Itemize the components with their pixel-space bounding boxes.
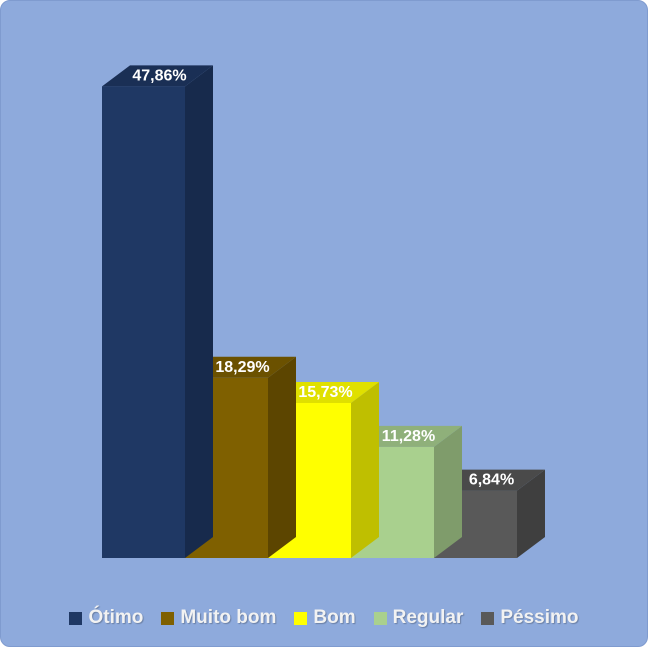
legend-label: Regular [392,607,464,628]
bar-top [102,65,213,87]
chart-data-labels: 6,84% 11,28% 15,73% 18,29% 47,86% [132,67,514,488]
chart-bars [102,65,545,559]
legend-label: Péssimo [500,607,579,628]
data-label: 47,86% [132,67,186,84]
legend-item-bom: Bom [294,607,356,629]
bar-side [185,65,213,559]
legend-swatch [373,611,387,625]
legend-item-muito-bom: Muito bom [161,607,276,629]
bar-front [102,86,185,559]
data-label: 18,29% [215,359,269,376]
legend-item-pessimo: Péssimo [481,607,579,629]
bar-otimo [102,65,213,559]
chart-plot: 6,84% 11,28% 15,73% 18,29% 47,86% [102,65,545,559]
data-label: 15,73% [298,384,352,401]
data-label: 11,28% [382,428,435,445]
legend-label: Muito bom [180,607,277,628]
legend-swatch [481,611,495,625]
legend-label: Bom [313,607,356,628]
bar-side [434,425,462,558]
legend-swatch [69,611,83,625]
legend-item-regular: Regular [373,607,464,629]
legend: Ótimo Muito bom Bom Regular Péssimo [1,607,647,629]
legend-label: Ótimo [88,607,144,628]
legend-item-otimo: Ótimo [69,607,143,629]
data-label: 6,84% [469,472,514,489]
bar-side [517,469,545,558]
legend-swatch [161,611,175,625]
bar-side [268,356,296,558]
legend-swatch [294,611,308,625]
bar-side [351,381,379,558]
